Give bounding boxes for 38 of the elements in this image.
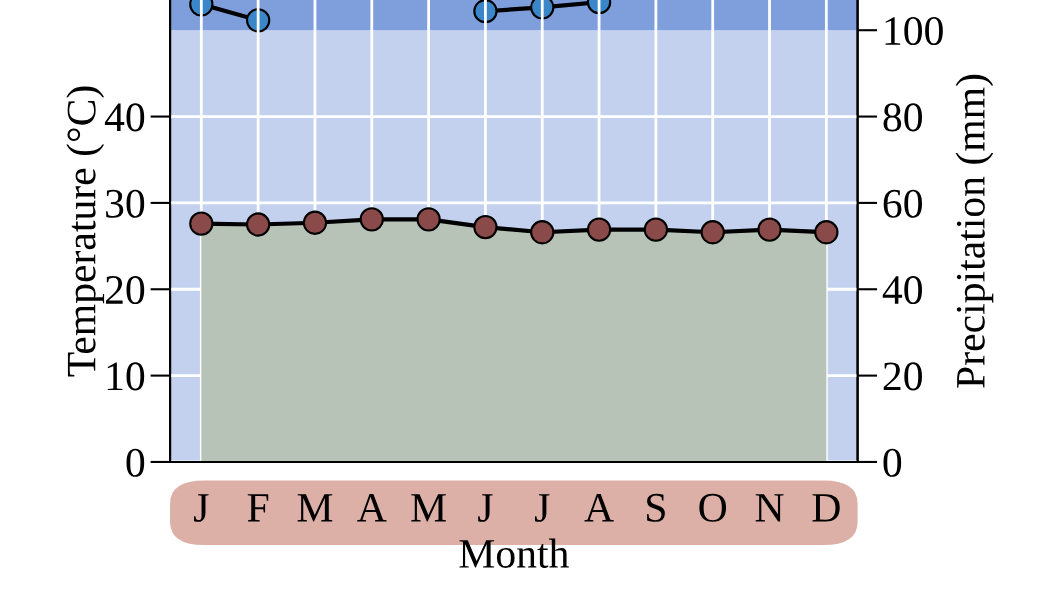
x-tick-label: M — [297, 494, 333, 522]
point — [302, 210, 328, 235]
x-tick-label: F — [247, 494, 269, 522]
x-tick-label: A — [357, 493, 387, 522]
y2-tick-label: 100 — [885, 16, 943, 46]
y-tick-label: 40 — [104, 103, 145, 132]
y2-tick-label: 20 — [883, 362, 922, 391]
y2-tick-label: 60 — [883, 189, 922, 218]
x-tick-label: M — [411, 494, 446, 522]
y2-tick-label: 80 — [883, 103, 922, 132]
y-tick-label: 20 — [105, 276, 145, 305]
point — [643, 217, 669, 242]
y-tick-label: 0 — [126, 448, 145, 477]
x-tick-label: A — [584, 493, 614, 522]
y-tick-label: 30 — [106, 189, 145, 218]
point — [359, 207, 384, 232]
x-tick-label: N — [755, 494, 784, 522]
y-axis-title: Temperature (°C) — [66, 86, 105, 377]
x-tick-label: O — [699, 493, 727, 522]
x-tick-label: J — [194, 494, 209, 522]
y2-axis-title: Precipitation (mm) — [955, 74, 994, 388]
x-tick-label: S — [647, 493, 665, 522]
point — [757, 217, 782, 242]
point — [416, 207, 441, 232]
y2-tick-label: 0 — [883, 448, 902, 477]
x-tick-label: J — [535, 494, 550, 522]
point — [530, 220, 555, 245]
point — [245, 212, 271, 237]
y2-tick-label: 40 — [882, 276, 922, 305]
y-tick-label: 10 — [107, 362, 145, 391]
point — [586, 217, 612, 242]
x-axis-title: Month — [459, 538, 569, 568]
point — [700, 220, 725, 245]
point — [189, 211, 214, 236]
x-tick-label: D — [812, 494, 840, 522]
point — [814, 220, 839, 245]
x-tick-label: J — [478, 494, 493, 522]
point — [473, 214, 498, 240]
